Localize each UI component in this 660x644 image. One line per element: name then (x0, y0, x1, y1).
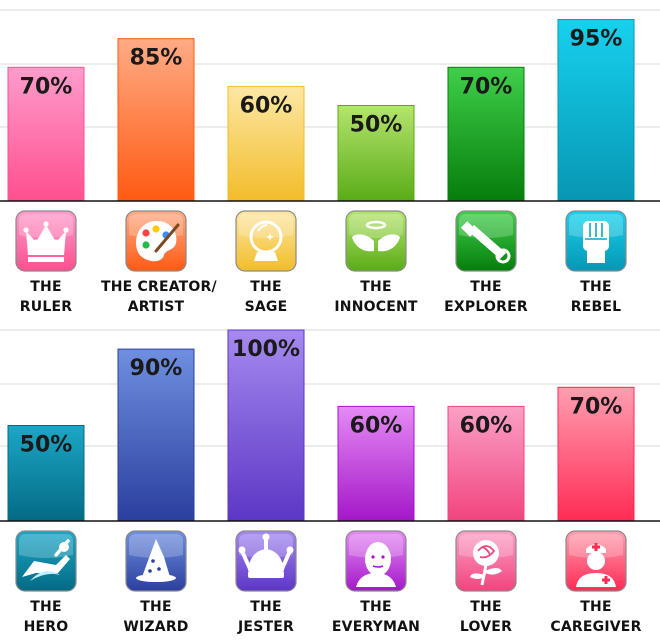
bar (337, 105, 415, 202)
category-label: THE SAGE (211, 277, 321, 317)
data-label: 70% (20, 74, 73, 99)
category-label: THE JESTER (211, 597, 321, 637)
category-label-line: THE (140, 599, 172, 615)
crystal-ball-icon (235, 210, 297, 272)
bar (557, 386, 635, 522)
category-label-line: THE (580, 599, 612, 615)
jester-hat-icon (235, 530, 297, 592)
data-label: 70% (570, 394, 623, 419)
bar (447, 66, 525, 202)
category-label: THE RULER (0, 277, 101, 317)
category-label-line: EXPLORER (444, 299, 528, 315)
angel-wings-icon (345, 210, 407, 272)
category-label-line: JESTER (238, 619, 294, 635)
data-label: 95% (570, 27, 623, 52)
data-label: 90% (130, 356, 183, 381)
category-label-line: REBEL (570, 299, 622, 315)
bar (117, 348, 195, 522)
palette-icon (125, 210, 187, 272)
bar (117, 38, 195, 202)
category-label-line: SAGE (244, 299, 288, 315)
category-label-line: THE (30, 599, 62, 615)
fist-icon (565, 210, 627, 272)
crown-icon (15, 210, 77, 272)
category-label-line: THE (30, 279, 62, 295)
bar (447, 405, 525, 522)
everyman-face-icon (345, 530, 407, 592)
flying-hero-icon (15, 530, 77, 592)
category-label: THE LOVER (431, 597, 541, 637)
category-label: THE CREATOR/ARTIST (101, 277, 217, 317)
category-label-line: ARTIST (127, 299, 185, 315)
data-label: 60% (350, 413, 403, 438)
category-label-line: THE (580, 279, 612, 295)
category-label-line: LOVER (459, 619, 513, 635)
category-label-line: THE (250, 279, 282, 295)
category-label-line: THE (470, 599, 502, 615)
telescope-icon (455, 210, 517, 272)
category-label: THE WIZARD (101, 597, 211, 637)
category-label: THE HERO (0, 597, 101, 637)
bar (557, 19, 635, 202)
category-label: THE EXPLORER (431, 277, 541, 317)
bar (337, 405, 415, 522)
data-label: 100% (232, 337, 300, 362)
category-label-line: WIZARD (123, 619, 189, 635)
category-label-line: EVERYMAN (331, 619, 421, 635)
category-label-line: RULER (19, 299, 73, 315)
category-label-line: INNOCENT (334, 299, 418, 315)
category-label-line: THE CREATOR/ (101, 279, 217, 295)
bar (227, 329, 305, 522)
category-label-line: THE (470, 279, 502, 295)
wizard-hat-icon (125, 530, 187, 592)
category-label: THE CAREGIVER (541, 597, 651, 637)
category-label: THE EVERYMAN (321, 597, 431, 637)
data-label: 85% (130, 46, 183, 71)
data-label: 70% (460, 74, 513, 99)
data-label: 60% (240, 93, 293, 118)
category-label-line: THE (250, 599, 282, 615)
bar (7, 66, 85, 202)
category-label-line: THE (360, 279, 392, 295)
category-label-line: CAREGIVER (550, 619, 642, 635)
data-label: 50% (20, 433, 73, 458)
bar (7, 425, 85, 522)
data-label: 60% (460, 413, 513, 438)
rose-icon (455, 530, 517, 592)
data-label: 50% (350, 113, 403, 138)
category-label: THE INNOCENT (321, 277, 431, 317)
category-label-line: HERO (23, 619, 69, 635)
category-label: THE REBEL (541, 277, 651, 317)
nurse-icon (565, 530, 627, 592)
category-label-line: THE (360, 599, 392, 615)
